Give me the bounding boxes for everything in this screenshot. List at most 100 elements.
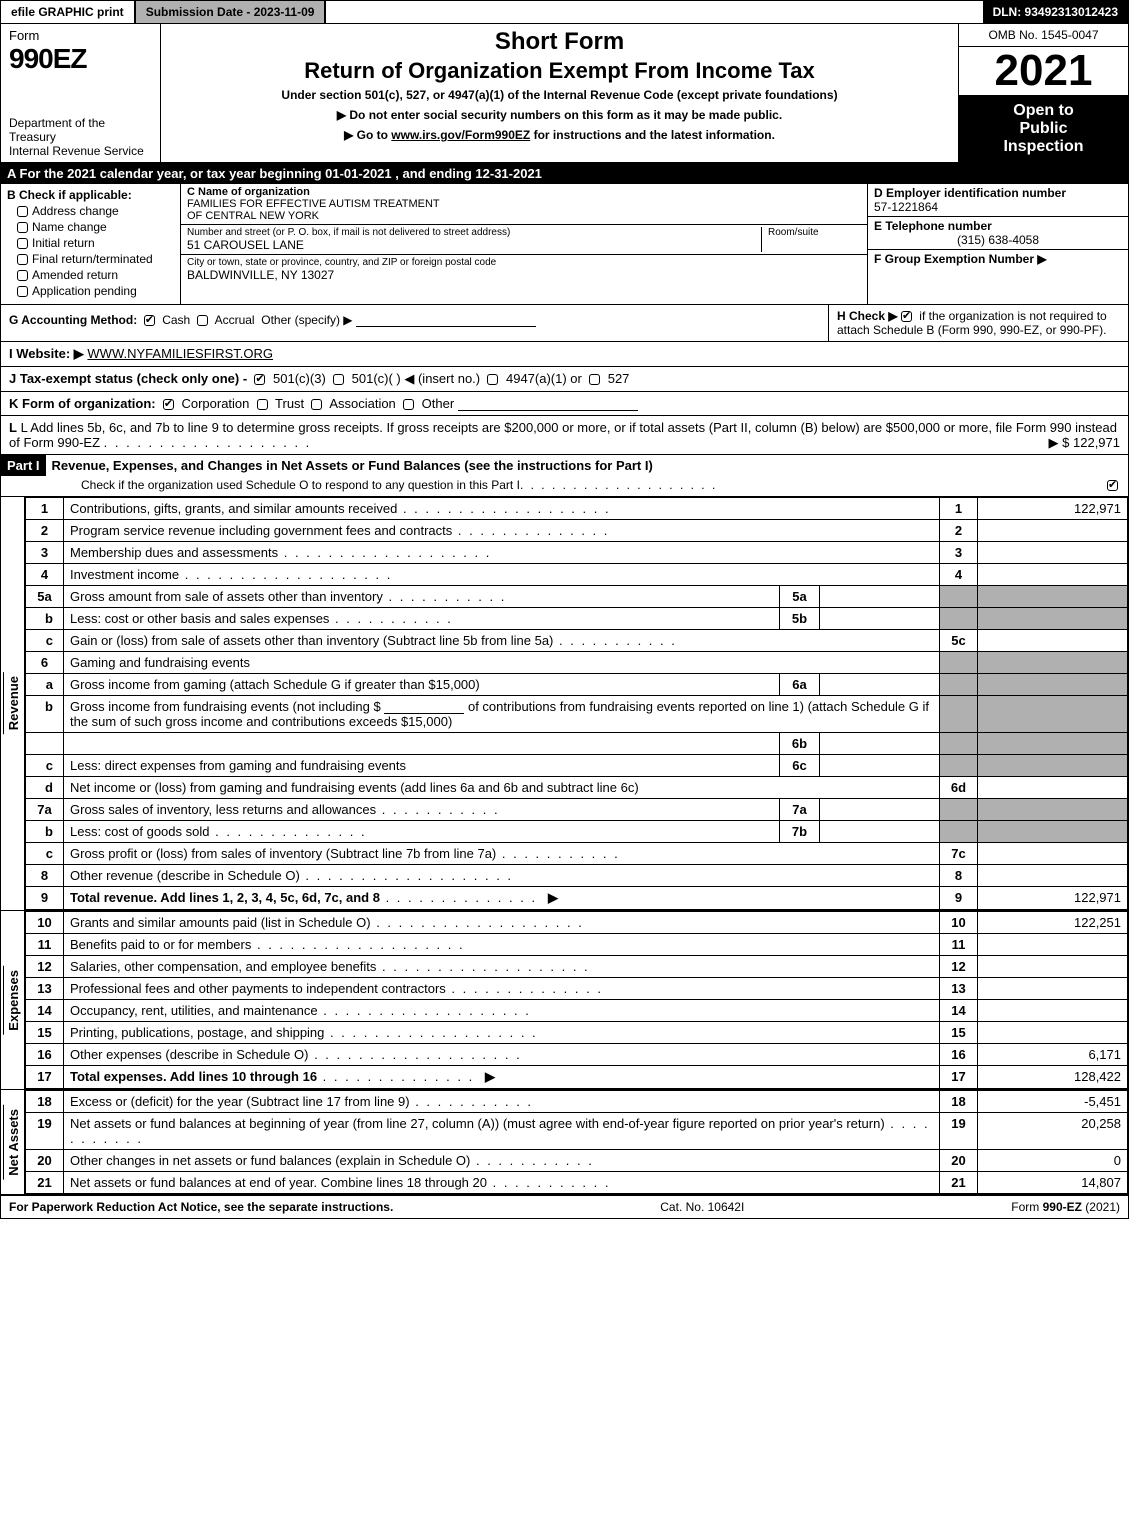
footer-left: For Paperwork Reduction Act Notice, see … — [9, 1200, 393, 1214]
section-c: C Name of organization FAMILIES FOR EFFE… — [181, 184, 868, 304]
line-8: 8 Other revenue (describe in Schedule O)… — [26, 865, 1128, 887]
checkbox-icon — [17, 222, 28, 233]
section-b: B Check if applicable: Address change Na… — [1, 184, 181, 304]
checkbox-icon — [17, 286, 28, 297]
line-6: 6 Gaming and fundraising events — [26, 652, 1128, 674]
line-13: 13 Professional fees and other payments … — [26, 978, 1128, 1000]
checkbox-icon[interactable] — [333, 374, 344, 385]
line-6b-sub: 6b — [26, 733, 1128, 755]
expenses-table: 10 Grants and similar amounts paid (list… — [25, 911, 1128, 1089]
chk-address-change[interactable]: Address change — [17, 204, 174, 218]
footer-catno: Cat. No. 10642I — [660, 1200, 744, 1214]
efile-print[interactable]: efile GRAPHIC print — [1, 1, 136, 23]
section-bcdef: B Check if applicable: Address change Na… — [1, 184, 1128, 305]
checkbox-icon[interactable] — [254, 374, 265, 385]
arrow-icon: ▶ — [548, 890, 558, 905]
checkbox-icon[interactable] — [403, 399, 414, 410]
form-number: 990EZ — [9, 43, 152, 75]
topbar-spacer — [326, 1, 982, 23]
form-header: Form 990EZ Department of the Treasury In… — [1, 24, 1128, 163]
line-6d: d Net income or (loss) from gaming and f… — [26, 777, 1128, 799]
line-6a: a Gross income from gaming (attach Sched… — [26, 674, 1128, 696]
f-group-label: F Group Exemption Number ▶ — [874, 252, 1122, 266]
footer-right: Form 990-EZ (2021) — [1011, 1200, 1120, 1214]
part1-header-row: Part I Revenue, Expenses, and Changes in… — [1, 455, 1128, 497]
d-ein-value: 57-1221864 — [874, 200, 1122, 214]
line-7a: 7a Gross sales of inventory, less return… — [26, 799, 1128, 821]
line-2: 2 Program service revenue including gove… — [26, 520, 1128, 542]
section-gh: G Accounting Method: Cash Accrual Other … — [1, 305, 1128, 342]
chk-name-change[interactable]: Name change — [17, 220, 174, 234]
line-9: 9 Total revenue. Add lines 1, 2, 3, 4, 5… — [26, 887, 1128, 910]
no-ssn-note: ▶ Do not enter social security numbers o… — [169, 108, 950, 122]
line-6b: b Gross income from fundraising events (… — [26, 696, 1128, 733]
chk-application-pending[interactable]: Application pending — [17, 284, 174, 298]
checkbox-icon — [17, 270, 28, 281]
checkbox-icon[interactable] — [144, 315, 155, 326]
revenue-side-label: Revenue — [1, 497, 25, 910]
line-1: 1 Contributions, gifts, grants, and simi… — [26, 498, 1128, 520]
line-7b: b Less: cost of goods sold 7b — [26, 821, 1128, 843]
checkbox-icon[interactable] — [257, 399, 268, 410]
c-name-label: C Name of organization — [187, 186, 861, 198]
expenses-block: Expenses 10 Grants and similar amounts p… — [1, 911, 1128, 1090]
line-3: 3 Membership dues and assessments 3 — [26, 542, 1128, 564]
line-15: 15 Printing, publications, postage, and … — [26, 1022, 1128, 1044]
section-i: I Website: ▶ WWW.NYFAMILIESFIRST.ORG — [1, 342, 1128, 367]
header-right: OMB No. 1545-0047 2021 Open to Public In… — [958, 24, 1128, 162]
j-label: J Tax-exempt status (check only one) - — [9, 371, 247, 386]
line-10: 10 Grants and similar amounts paid (list… — [26, 912, 1128, 934]
checkbox-icon[interactable] — [1107, 480, 1118, 491]
checkbox-icon — [17, 206, 28, 217]
open-line3: Inspection — [963, 138, 1124, 156]
k-other-field[interactable] — [458, 397, 638, 411]
return-title: Return of Organization Exempt From Incom… — [169, 58, 950, 84]
revenue-block: Revenue 1 Contributions, gifts, grants, … — [1, 497, 1128, 911]
l-amount: ▶ $ 122,971 — [1049, 435, 1120, 451]
part1-desc: Revenue, Expenses, and Changes in Net As… — [46, 455, 659, 476]
other-specify-field[interactable] — [356, 313, 536, 327]
6b-amount-field[interactable] — [384, 700, 464, 714]
section-b-header: B Check if applicable: — [7, 188, 174, 202]
netassets-table: 18 Excess or (deficit) for the year (Sub… — [25, 1090, 1128, 1194]
i-label: I Website: ▶ — [9, 346, 84, 361]
tax-year: 2021 — [959, 47, 1128, 96]
netassets-block: Net Assets 18 Excess or (deficit) for th… — [1, 1090, 1128, 1196]
checkbox-icon[interactable] — [311, 399, 322, 410]
checkbox-icon[interactable] — [487, 374, 498, 385]
line-16: 16 Other expenses (describe in Schedule … — [26, 1044, 1128, 1066]
header-left: Form 990EZ Department of the Treasury In… — [1, 24, 161, 162]
goto-line: ▶ Go to www.irs.gov/Form990EZ for instru… — [169, 128, 950, 142]
checkbox-icon — [17, 238, 28, 249]
checkbox-icon[interactable] — [197, 315, 208, 326]
chk-final-return[interactable]: Final return/terminated — [17, 252, 174, 266]
checkbox-icon[interactable] — [163, 399, 174, 410]
dots-icon — [104, 435, 312, 450]
website-link[interactable]: WWW.NYFAMILIESFIRST.ORG — [87, 346, 273, 361]
dln: DLN: 93492313012423 — [983, 1, 1128, 23]
org-city: BALDWINVILLE, NY 13027 — [187, 268, 861, 282]
checkbox-icon[interactable] — [589, 374, 600, 385]
checkbox-icon[interactable] — [901, 311, 912, 322]
line-17: 17 Total expenses. Add lines 10 through … — [26, 1066, 1128, 1089]
org-name: FAMILIES FOR EFFECTIVE AUTISM TREATMENT … — [187, 198, 861, 222]
irs-link[interactable]: www.irs.gov/Form990EZ — [391, 128, 530, 142]
chk-amended-return[interactable]: Amended return — [17, 268, 174, 282]
line-18: 18 Excess or (deficit) for the year (Sub… — [26, 1091, 1128, 1113]
section-h: H Check ▶ if the organization is not req… — [828, 305, 1128, 341]
line-6c: c Less: direct expenses from gaming and … — [26, 755, 1128, 777]
line-12: 12 Salaries, other compensation, and emp… — [26, 956, 1128, 978]
org-address: 51 CAROUSEL LANE — [187, 238, 761, 252]
e-phone-value: (315) 638-4058 — [874, 233, 1122, 247]
line-11: 11 Benefits paid to or for members 11 — [26, 934, 1128, 956]
revenue-table: 1 Contributions, gifts, grants, and simi… — [25, 497, 1128, 910]
k-label: K Form of organization: — [9, 396, 156, 411]
section-j: J Tax-exempt status (check only one) - 5… — [1, 367, 1128, 392]
line-5b: b Less: cost or other basis and sales ex… — [26, 608, 1128, 630]
top-bar: efile GRAPHIC print Submission Date - 20… — [1, 1, 1128, 24]
line-5a: 5a Gross amount from sale of assets othe… — [26, 586, 1128, 608]
chk-initial-return[interactable]: Initial return — [17, 236, 174, 250]
line-4: 4 Investment income 4 — [26, 564, 1128, 586]
checkbox-icon — [17, 254, 28, 265]
expenses-side-label: Expenses — [1, 911, 25, 1089]
